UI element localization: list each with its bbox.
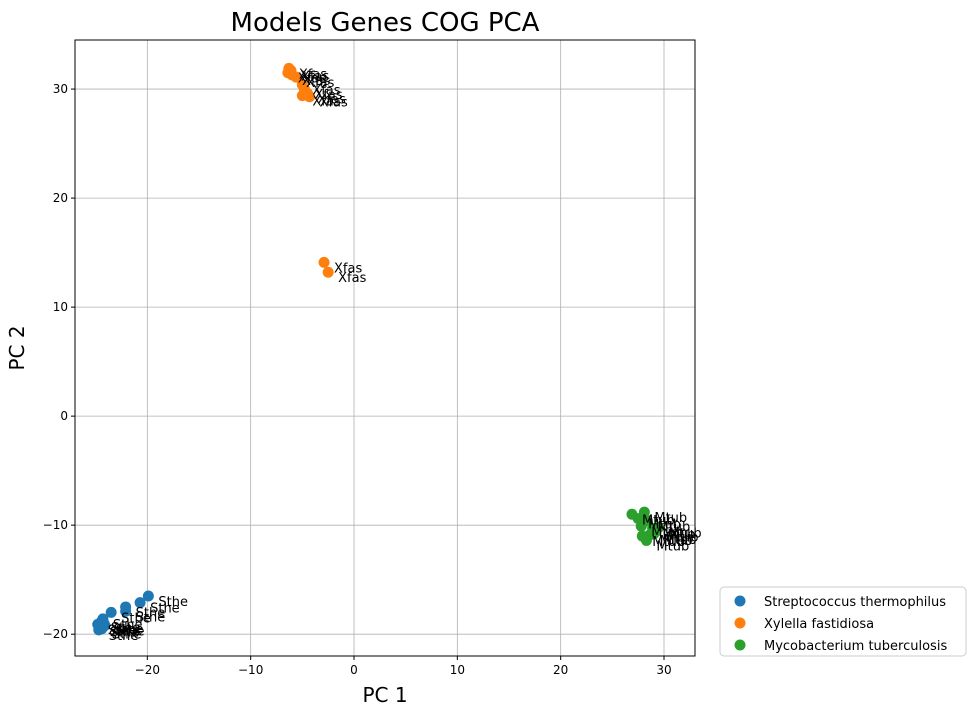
data-point — [142, 590, 154, 602]
x-tick-label: −10 — [238, 663, 263, 677]
point-label: Mtub — [654, 511, 687, 526]
point-label: Xfas — [318, 92, 346, 107]
y-tick-label: 20 — [53, 191, 68, 205]
data-point — [322, 266, 334, 278]
data-point — [105, 606, 117, 618]
data-point — [304, 91, 316, 103]
y-tick-label: 0 — [60, 409, 68, 423]
point-label: Sthe — [112, 628, 142, 643]
point-label: Sthe — [110, 626, 140, 641]
x-tick-label: 10 — [450, 663, 465, 677]
x-axis-ticks: −20 −10 0 10 20 30 — [135, 656, 672, 677]
grid-lines — [75, 40, 695, 656]
legend-marker — [734, 639, 746, 651]
point-label: Xfas — [314, 88, 342, 103]
point-label: Mtub — [648, 518, 681, 533]
point-label: Sthe — [114, 622, 144, 637]
point-label: Sthe — [111, 621, 141, 636]
data-point — [648, 528, 660, 540]
point-label: Sthe — [136, 610, 166, 625]
point-label: Xfas — [320, 96, 348, 111]
point-label: Xfas — [298, 72, 326, 87]
point-label: Sthe — [136, 606, 166, 621]
point-label: Sthe — [109, 629, 139, 644]
legend-entry: Mycobacterium tuberculosis — [764, 639, 947, 654]
point-label: Mtub — [669, 526, 702, 541]
point-label: Mtub — [663, 527, 696, 542]
y-tick-label: −10 — [43, 518, 68, 532]
point-label: Mtub — [666, 531, 699, 546]
legend: Streptococcus thermophilus Xylella fastid… — [719, 586, 967, 657]
x-tick-label: 30 — [656, 663, 671, 677]
point-label: Mtub — [651, 525, 684, 540]
point-label: Mtub — [642, 513, 675, 528]
point-label: Sthe — [108, 623, 138, 638]
data-point — [120, 605, 132, 617]
x-tick-label: 0 — [350, 663, 358, 677]
point-label: Mtub — [657, 520, 690, 535]
point-label: Xfas — [302, 74, 330, 89]
legend-marker — [734, 595, 746, 607]
point-label: Mtub — [656, 539, 689, 554]
point-label: Sthe — [121, 611, 151, 626]
point-label: Xfas — [338, 271, 366, 286]
point-label: Mtub — [652, 535, 685, 550]
point-labels: StheStheStheStheStheStheStheStheStheSthe… — [108, 67, 702, 643]
point-label: Xfas — [312, 84, 340, 99]
legend-box — [719, 586, 967, 657]
x-tick-label: −20 — [135, 663, 160, 677]
point-label: Sthe — [115, 624, 145, 639]
legend-entry: Streptococcus thermophilus — [764, 595, 946, 610]
data-point — [290, 71, 302, 83]
data-point — [318, 256, 330, 268]
point-label: Xfas — [299, 67, 327, 82]
point-label: Sthe — [113, 618, 143, 633]
data-points — [92, 62, 665, 636]
y-tick-label: 10 — [53, 300, 68, 314]
point-label: Sthe — [158, 595, 188, 610]
x-tick-label: 20 — [553, 663, 568, 677]
y-tick-label: 30 — [53, 82, 68, 96]
point-label: Xfas — [334, 261, 362, 276]
point-label: Mtub — [664, 533, 697, 548]
point-label: Mtub — [660, 534, 693, 549]
data-point — [134, 597, 146, 609]
legend-marker — [734, 617, 746, 629]
point-label: Xfas — [301, 70, 329, 85]
chart-title: Models Genes COG PCA — [231, 8, 540, 38]
plot-frame — [74, 39, 696, 657]
point-label: Sthe — [150, 602, 180, 617]
y-axis-label: PC 2 — [5, 325, 29, 370]
y-axis-ticks: −20 −10 0 10 20 30 — [43, 82, 75, 641]
point-label: Xfas — [312, 95, 340, 110]
data-point — [98, 617, 110, 629]
x-axis-label: PC 1 — [362, 683, 407, 707]
point-label: Xfas — [306, 76, 334, 91]
legend-entry: Xylella fastidiosa — [764, 617, 874, 632]
data-point — [640, 534, 652, 546]
data-point — [635, 520, 647, 532]
y-tick-label: −20 — [43, 627, 68, 641]
